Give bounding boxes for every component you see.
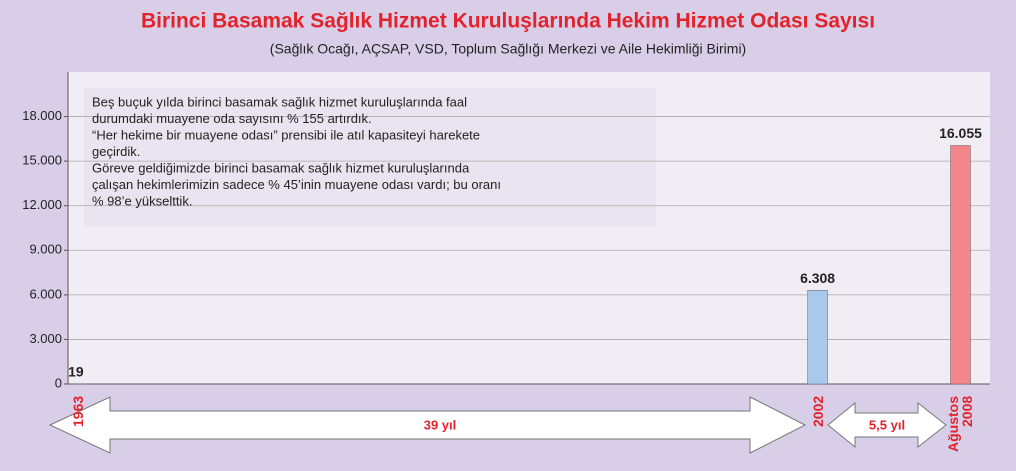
y-tick-label: 3.000 xyxy=(29,331,62,346)
arrow-label: 39 yıl xyxy=(424,417,457,432)
bar xyxy=(950,145,971,385)
y-tick-label: 0 xyxy=(55,375,62,390)
note-line: Beş buçuk yılda birinci basamak sağlık h… xyxy=(92,94,467,109)
chart-subtitle: (Sağlık Ocağı, AÇSAP, VSD, Toplum Sağlığ… xyxy=(270,41,746,57)
x-tick-label: Ağustos 2008 xyxy=(945,396,976,452)
note-line: Göreve geldiğimizde birinci basamak sağl… xyxy=(92,160,470,175)
chart-title: Birinci Basamak Sağlık Hizmet Kuruluşlar… xyxy=(141,10,875,33)
value-label: 16.055 xyxy=(939,125,982,141)
note-line: geçirdik. xyxy=(92,144,140,159)
y-tick-label: 15.000 xyxy=(22,153,62,168)
y-tick-label: 18.000 xyxy=(22,108,62,123)
arrow xyxy=(48,396,807,454)
note-box xyxy=(84,88,656,226)
y-tick-label: 12.000 xyxy=(22,197,62,212)
note-line: çalışan hekimlerimizin sadece % 45’inin … xyxy=(92,177,501,192)
x-tick-label: 1963 xyxy=(70,396,87,428)
arrow-label: 5,5 yıl xyxy=(869,417,905,432)
bar xyxy=(807,290,828,385)
note-line: durumdaki muayene oda sayısını % 155 art… xyxy=(92,111,372,126)
arrow xyxy=(827,401,947,449)
value-label: 19 xyxy=(68,363,84,379)
note-line: % 98’e yükselttik. xyxy=(92,193,192,208)
note-line: “Her hekime bir muayene odası” prensibi … xyxy=(92,127,480,142)
value-label: 6.308 xyxy=(800,270,835,286)
y-tick-label: 9.000 xyxy=(29,242,62,257)
x-tick-label: 2002 xyxy=(809,396,826,428)
y-tick-label: 6.000 xyxy=(29,286,62,301)
